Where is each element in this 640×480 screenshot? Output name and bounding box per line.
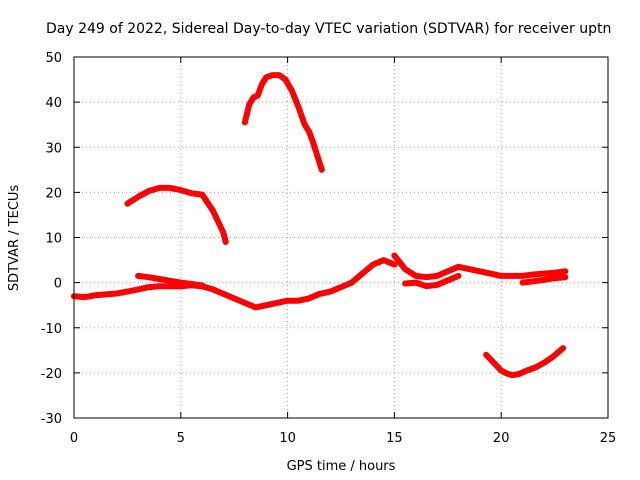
series-satellite-track-6 [124, 184, 229, 245]
series-satellite-track-1 [71, 257, 398, 311]
y-tick-label: 50 [45, 51, 62, 66]
series-satellite-track-3 [391, 252, 569, 281]
x-tick-label: 5 [177, 431, 185, 446]
grid [74, 57, 608, 418]
plot-frame [73, 56, 609, 419]
series-satellite-track-7 [241, 72, 325, 173]
series-group [71, 72, 569, 379]
y-tick-label: -30 [41, 412, 62, 427]
x-tick-label: 15 [386, 431, 403, 446]
x-axis-label: GPS time / hours [287, 459, 396, 474]
y-axis-label: SDTVAR / TECUs [7, 185, 22, 292]
series-satellite-track-8 [483, 345, 567, 379]
axes: 0 5 10 15 20 25 -30 -20 -10 0 10 20 30 40 50 [41, 51, 617, 446]
y-tick-label: 10 [45, 232, 62, 247]
y-tick-label: 0 [54, 277, 62, 292]
y-tick-label: -20 [41, 367, 62, 382]
x-tick-label: 10 [279, 431, 296, 446]
y-tick-label: 20 [45, 186, 62, 201]
y-tick-label: -10 [41, 322, 62, 337]
series-satellite-track-4 [402, 272, 462, 290]
y-tick-label: 30 [45, 141, 62, 156]
series-satellite-track-2 [135, 272, 206, 289]
x-tick-label: 20 [493, 431, 510, 446]
x-tick-label: 0 [70, 431, 78, 446]
series-satellite-track-5 [519, 274, 569, 286]
x-tick-label: 25 [600, 431, 617, 446]
y-tick-label: 40 [45, 96, 62, 111]
chart-title: Day 249 of 2022, Sidereal Day-to-day VTE… [46, 21, 611, 37]
